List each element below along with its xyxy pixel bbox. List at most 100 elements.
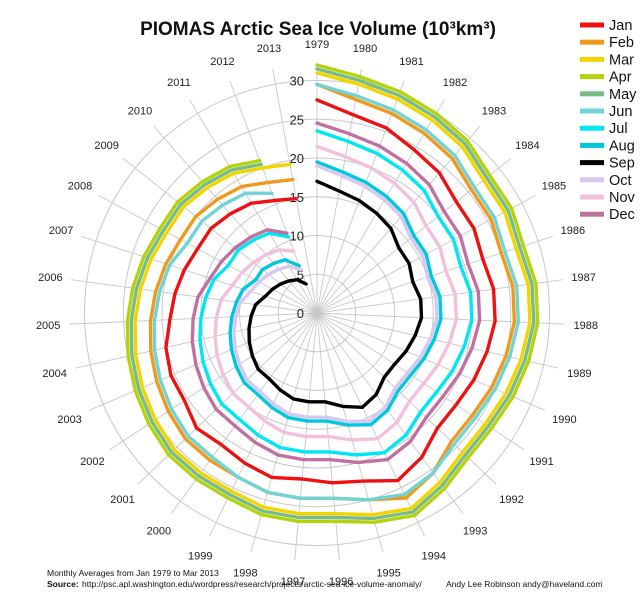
radial-tick-label: 10: [290, 229, 304, 244]
year-label: 2005: [36, 320, 60, 332]
year-label: 1995: [376, 567, 400, 579]
radial-tick-label: 0: [297, 306, 304, 321]
year-label: 1988: [574, 320, 598, 332]
series-line-nov: [213, 144, 459, 442]
grid-spoke: [272, 68, 318, 314]
legend-swatch-mar: [580, 56, 604, 62]
year-labels: 1979 1980 1981 1982 1983 1984 1985 1986 1987 1988…: [36, 39, 598, 588]
legend-label: Feb: [609, 35, 634, 51]
legend-swatch-sep: [580, 160, 604, 166]
year-label: 2010: [128, 105, 152, 117]
year-label: 1983: [482, 105, 506, 117]
year-label: 2000: [147, 526, 171, 538]
year-label: 2011: [167, 77, 191, 89]
grid-spoke: [71, 279, 318, 314]
year-label: 2001: [110, 494, 134, 506]
chart-grid: [69, 65, 565, 561]
radial-tick-label: 25: [290, 112, 304, 127]
year-label: 1994: [422, 550, 446, 562]
legend-swatch-oct: [580, 177, 604, 183]
legend-swatch-apr: [580, 74, 604, 80]
series-line-may: [129, 67, 536, 521]
series-line-jan: [164, 98, 497, 485]
footer-note: Monthly Averages from Jan 1979 to Mar 20…: [47, 568, 219, 578]
year-label: 2002: [80, 456, 104, 468]
series-line-apr: [125, 63, 540, 524]
legend-swatch-dec: [580, 211, 604, 217]
grid-spoke: [189, 99, 318, 314]
legend-label: Jul: [609, 121, 628, 137]
footer-credit: Andy Lee Robinson andy@haveland.com: [446, 579, 603, 589]
legend-label: Mar: [609, 52, 634, 68]
grid-spoke: [80, 235, 318, 314]
series-line-aug: [228, 160, 443, 427]
year-label: 1980: [353, 43, 377, 55]
series-line-dec: [190, 121, 482, 465]
year-label: 1992: [499, 494, 523, 506]
grid-spoke: [98, 195, 318, 314]
year-label: 2006: [38, 272, 62, 284]
series-line-jul: [198, 129, 474, 457]
year-label: 2008: [68, 180, 92, 192]
grid-spoke: [75, 312, 318, 369]
year-label: 1999: [188, 550, 212, 562]
legend-swatch-feb: [580, 39, 604, 45]
year-label: 1998: [233, 567, 257, 579]
grid-spoke: [316, 312, 384, 553]
year-label: 1996: [329, 576, 353, 588]
footer-source-link[interactable]: http://psc.apl.washington.edu/wordpress/…: [82, 579, 422, 589]
legend-swatch-jul: [580, 125, 604, 131]
legend-swatch-jun: [580, 108, 604, 114]
series-line-oct: [232, 164, 439, 423]
year-label: 1989: [567, 368, 591, 380]
footer-source-label: Source:: [47, 579, 79, 589]
grid-spoke: [316, 80, 405, 314]
year-label: 1987: [571, 272, 595, 284]
year-label: 1986: [561, 225, 585, 237]
year-label: 2012: [210, 56, 234, 68]
year-label: 1997: [281, 576, 305, 588]
legend-label: Sep: [609, 156, 635, 172]
grid-spoke: [122, 158, 318, 314]
grid-spoke: [316, 312, 464, 514]
data-series: [125, 63, 540, 524]
year-label: 1981: [399, 56, 423, 68]
series-line-jun: [152, 82, 520, 502]
legend-label: Apr: [609, 70, 632, 86]
grid-spoke: [316, 312, 559, 369]
series-line-mar: [133, 71, 532, 517]
chart-title: PIOMAS Arctic Sea Ice Volume (10³km³): [140, 19, 496, 40]
year-label: 1993: [463, 526, 487, 538]
legend-label: Dec: [609, 207, 635, 223]
year-label: 2004: [42, 368, 66, 380]
legend-swatch-jan: [580, 22, 604, 28]
year-label: 2009: [94, 140, 118, 152]
series-line-sep: [247, 179, 424, 409]
legend-swatch-aug: [580, 142, 604, 148]
grid-spoke: [316, 235, 554, 314]
grid-spoke: [208, 312, 318, 537]
legend-label: Oct: [609, 173, 632, 189]
radial-tick-label: 5: [297, 267, 304, 282]
year-label: 1985: [542, 180, 566, 192]
legend-label: Nov: [609, 190, 636, 206]
legend-label: Aug: [609, 138, 635, 154]
year-label: 1984: [515, 140, 539, 152]
year-label: 1982: [443, 77, 467, 89]
grid-spoke: [316, 99, 445, 314]
legend-swatch-nov: [580, 194, 604, 200]
year-label: 2007: [49, 225, 73, 237]
radial-tick-label: 30: [290, 74, 304, 89]
legend-label: May: [609, 87, 637, 103]
legend-label: Jan: [609, 18, 632, 34]
legend-label: Jun: [609, 104, 632, 120]
legend-swatch-may: [580, 91, 604, 97]
grid-spoke: [229, 80, 318, 314]
year-label: 1979: [305, 39, 329, 51]
grid-spoke: [109, 312, 318, 450]
year-label: 2013: [257, 43, 281, 55]
radial-tick-label: 20: [290, 151, 304, 166]
year-label: 1991: [529, 456, 553, 468]
